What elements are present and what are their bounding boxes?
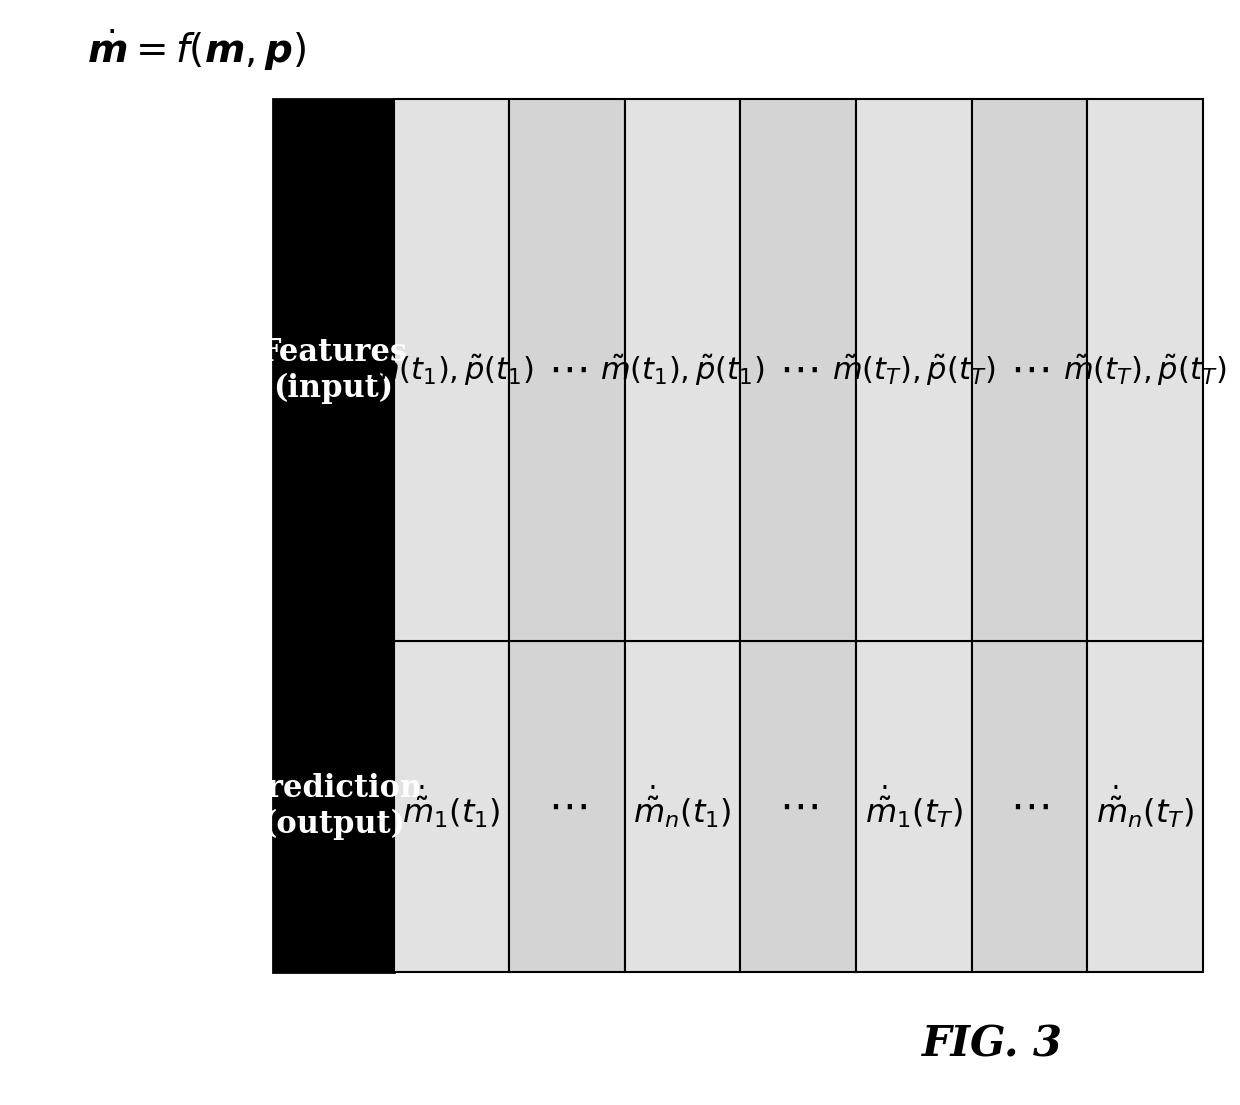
Bar (625, 641, 740, 972)
Bar (740, 99, 856, 641)
Text: $\cdots$: $\cdots$ (779, 786, 817, 828)
Bar (625, 99, 740, 641)
Text: $\tilde{m}(t_T), \tilde{p}(t_T)$: $\tilde{m}(t_T), \tilde{p}(t_T)$ (1064, 352, 1226, 388)
Text: Prediction
(output): Prediction (output) (244, 774, 423, 840)
Text: FIG. 3: FIG. 3 (921, 1023, 1063, 1065)
Bar (856, 99, 972, 641)
Bar (394, 99, 510, 641)
Text: $\dot{\tilde{m}}_1(t_T)$: $\dot{\tilde{m}}_1(t_T)$ (864, 783, 962, 830)
Bar (273, 99, 394, 972)
Bar (740, 641, 856, 972)
Bar (972, 641, 1087, 972)
Text: $\dot{\tilde{m}}_n(t_T)$: $\dot{\tilde{m}}_n(t_T)$ (1096, 783, 1194, 830)
Bar (972, 99, 1087, 641)
Text: $\cdots$: $\cdots$ (1011, 349, 1049, 391)
Bar (856, 641, 972, 972)
Bar (510, 641, 625, 972)
Text: $\tilde{m}(t_T), \tilde{p}(t_T)$: $\tilde{m}(t_T), \tilde{p}(t_T)$ (832, 352, 996, 388)
Text: $\cdots$: $\cdots$ (548, 349, 587, 391)
Text: $\cdots$: $\cdots$ (548, 786, 587, 828)
Text: $\cdots$: $\cdots$ (779, 349, 817, 391)
Bar (1087, 641, 1203, 972)
Text: $\dot{\tilde{m}}_1(t_1)$: $\dot{\tilde{m}}_1(t_1)$ (402, 783, 501, 830)
Bar (1087, 99, 1203, 641)
Text: $\cdots$: $\cdots$ (1011, 786, 1049, 828)
Text: $\tilde{m}(t_1), \tilde{p}(t_1)$: $\tilde{m}(t_1), \tilde{p}(t_1)$ (370, 352, 533, 388)
Bar (394, 641, 510, 972)
Text: $\dot{\boldsymbol{m}} = f(\boldsymbol{m}, \boldsymbol{p})$: $\dot{\boldsymbol{m}} = f(\boldsymbol{m}… (87, 28, 306, 74)
Text: $\tilde{m}(t_1), \tilde{p}(t_1)$: $\tilde{m}(t_1), \tilde{p}(t_1)$ (600, 352, 765, 388)
Text: Features
(input): Features (input) (259, 337, 407, 403)
Text: $\dot{\tilde{m}}_n(t_1)$: $\dot{\tilde{m}}_n(t_1)$ (634, 783, 732, 830)
Bar (510, 99, 625, 641)
